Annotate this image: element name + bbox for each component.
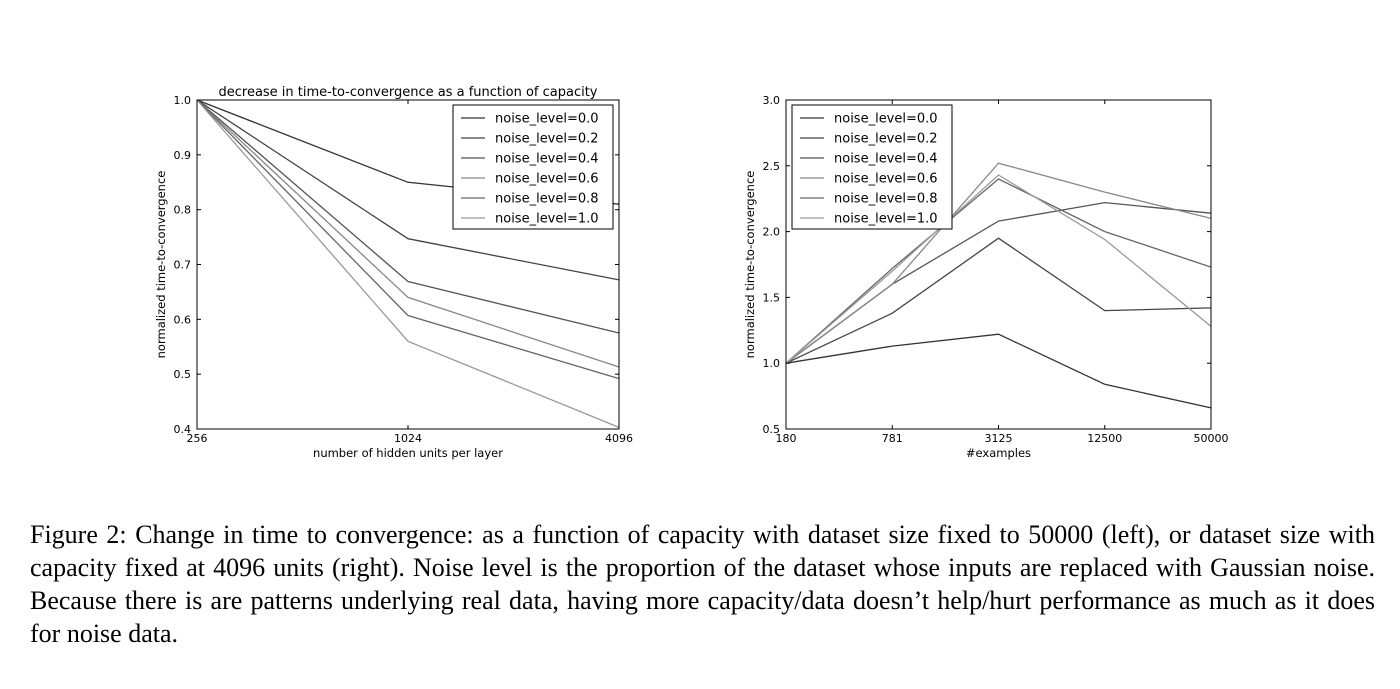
right-legend-box — [791, 104, 953, 230]
right-y-tick-label: 2.0 — [763, 226, 781, 239]
left-y-tick-label: 0.9 — [174, 149, 192, 162]
right-y-tick-label: 0.5 — [763, 423, 781, 436]
left-legend-label-5: noise_level=1.0 — [495, 212, 599, 227]
left-series-line-4 — [196, 99, 620, 380]
right-y-tick-label: 2.5 — [763, 160, 781, 173]
right-x-tick-label: 781 — [882, 432, 903, 445]
right-legend-label-4: noise_level=0.8 — [834, 192, 938, 207]
right-x-tick-label: 50000 — [1194, 432, 1229, 445]
right-legend-label-5: noise_level=1.0 — [834, 212, 938, 227]
figure-caption: Figure 2: Change in time to convergence:… — [30, 520, 1375, 648]
right-x-axis-label: #examples — [966, 446, 1031, 460]
left-legend-label-3: noise_level=0.6 — [495, 172, 599, 187]
right-y-tick-label: 1.0 — [763, 357, 781, 370]
left-y-tick-label: 0.8 — [174, 204, 192, 217]
left-x-tick-label: 1024 — [394, 432, 422, 445]
left-y-axis-label: normalized time-to-convergence — [154, 171, 168, 359]
left-y-tick-label: 0.7 — [174, 259, 192, 272]
left-x-tick-label: 4096 — [605, 432, 633, 445]
right-y-tick-label: 3.0 — [763, 94, 781, 107]
chart-left: 256 1024 4096 0.4 0.5 0.6 0.7 0.8 0.9 1.0 decrease… — [154, 85, 633, 460]
left-x-tick-label: 256 — [187, 432, 208, 445]
left-y-tick-label: 0.6 — [174, 313, 192, 326]
chart-right: 180 781 3125 12500 50000 0.5 1.0 1.5 2.0 2.5 3.0 #e… — [743, 94, 1229, 460]
right-x-tick-label: 12500 — [1087, 432, 1122, 445]
right-legend-label-1: noise_level=0.2 — [834, 132, 938, 147]
right-series-line-4 — [785, 178, 1212, 364]
left-x-axis-label: number of hidden units per layer — [313, 446, 503, 460]
left-y-tick-label: 1.0 — [174, 94, 192, 107]
right-y-axis-label: normalized time-to-convergence — [743, 171, 757, 359]
right-y-tick-label: 1.5 — [763, 291, 781, 304]
left-legend-label-2: noise_level=0.4 — [495, 152, 599, 167]
right-series-line-0 — [785, 333, 1212, 409]
left-series-line-1 — [196, 99, 620, 281]
right-legend-label-0: noise_level=0.0 — [834, 112, 938, 127]
right-legend-label-3: noise_level=0.6 — [834, 172, 938, 187]
left-legend-label-0: noise_level=0.0 — [495, 112, 599, 127]
left-series-line-3 — [196, 99, 620, 368]
left-legend-label-1: noise_level=0.2 — [495, 132, 599, 147]
left-legend-box — [452, 104, 614, 230]
right-series-line-3 — [785, 162, 1212, 364]
left-chart-title: decrease in time-to-convergence as a fun… — [218, 85, 597, 100]
left-series-line-2 — [196, 99, 620, 334]
right-series-line-1 — [785, 237, 1212, 364]
left-y-tick-label: 0.5 — [174, 368, 192, 381]
right-x-tick-label: 180 — [776, 432, 797, 445]
left-legend-label-4: noise_level=0.8 — [495, 192, 599, 207]
right-series-line-5 — [785, 174, 1212, 364]
right-x-tick-label: 3125 — [985, 432, 1013, 445]
right-legend-label-2: noise_level=0.4 — [834, 152, 938, 167]
left-y-tick-label: 0.4 — [174, 423, 192, 436]
left-series-line-5 — [196, 99, 620, 429]
